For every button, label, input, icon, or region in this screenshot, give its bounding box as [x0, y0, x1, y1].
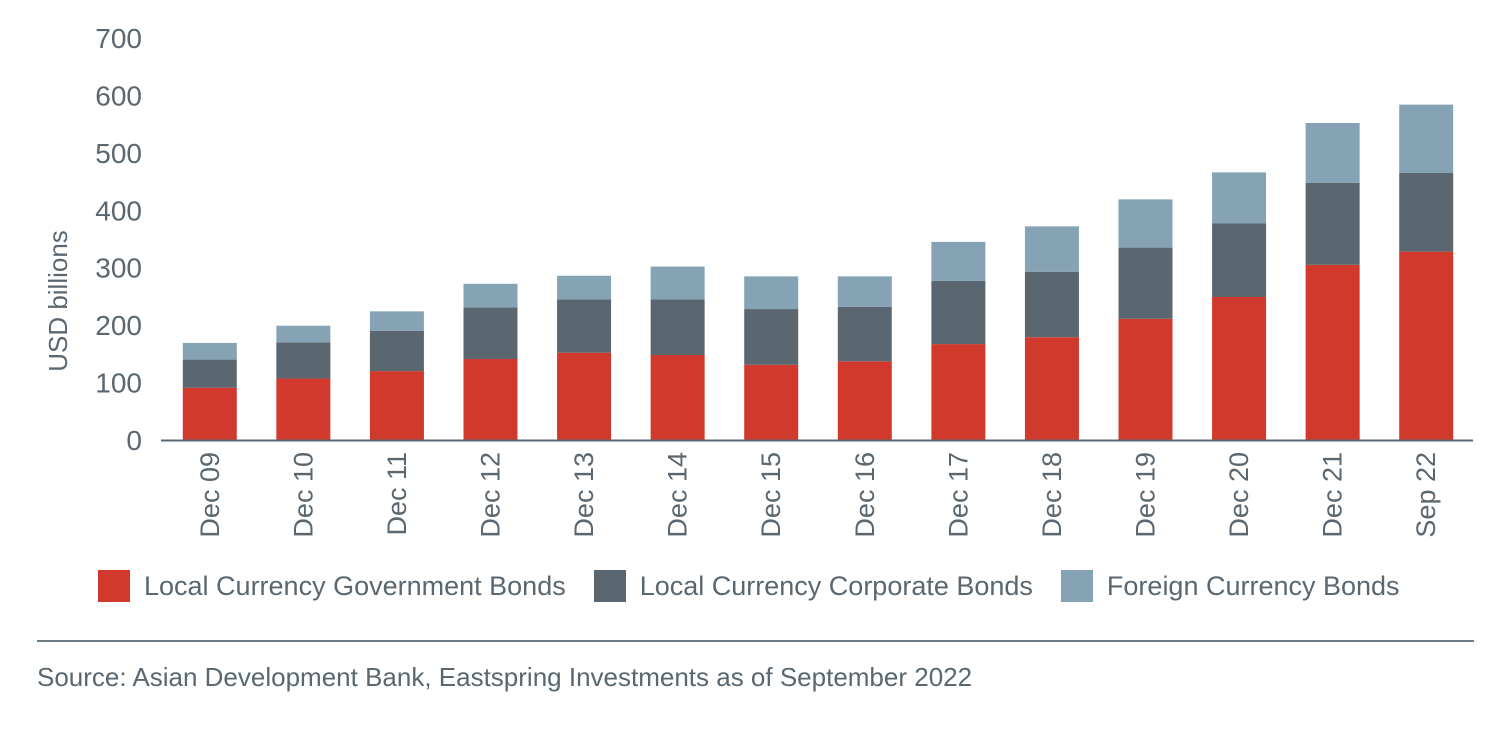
y-tick-label: 500	[95, 138, 142, 169]
legend-item-corp: Local Currency Corporate Bonds	[593, 570, 1033, 602]
bar-segment-foreign	[463, 283, 518, 308]
x-tick-label: Dec 11	[382, 452, 412, 536]
bar-segment-corp	[463, 307, 518, 360]
bar-segment-corp	[369, 330, 424, 372]
y-axis-label: USD billions	[43, 230, 73, 372]
bar-segment-gov	[744, 364, 799, 440]
source-note: Source: Asian Development Bank, Eastspri…	[37, 662, 973, 692]
bar-segment-corp	[1024, 271, 1079, 338]
bar-segment-gov	[1024, 337, 1079, 440]
legend-item-gov: Local Currency Government Bonds	[98, 570, 566, 602]
bar-segment-corp	[276, 342, 331, 379]
bar-segment-foreign	[1212, 172, 1267, 224]
legend-item-foreign: Foreign Currency Bonds	[1060, 570, 1400, 602]
bar-segment-foreign	[650, 266, 705, 300]
x-tick-label: Dec 20	[1224, 452, 1254, 538]
legend-swatch-foreign	[1060, 570, 1093, 602]
x-tick-label: Dec 10	[288, 452, 318, 538]
bar-segment-foreign	[1118, 199, 1173, 248]
bar-segment-gov	[369, 371, 424, 440]
bar-segment-gov	[463, 359, 518, 440]
bar-segment-foreign	[1305, 122, 1360, 183]
bar-segment-corp	[182, 359, 237, 388]
x-tick-label: Dec 09	[195, 452, 225, 538]
bar-segment-corp	[1305, 182, 1360, 265]
divider-line	[37, 640, 1474, 642]
x-tick-label: Dec 17	[943, 452, 973, 538]
y-tick-label: 0	[126, 425, 142, 456]
bar-segment-gov	[182, 387, 237, 440]
bar-segment-corp	[1118, 247, 1173, 319]
bar-segment-foreign	[1399, 104, 1454, 173]
bar-segment-corp	[744, 309, 799, 365]
y-tick-label: 400	[95, 195, 142, 226]
bar-segment-corp	[931, 280, 986, 345]
y-tick-label: 100	[95, 368, 142, 399]
bar-segment-foreign	[1024, 226, 1079, 272]
bar-segment-corp	[650, 299, 705, 356]
x-tick-label: Dec 13	[569, 452, 599, 538]
bar-segment-foreign	[557, 275, 612, 300]
y-tick-label: 200	[95, 310, 142, 341]
bar-segment-gov	[650, 355, 705, 440]
bar-segment-gov	[1399, 251, 1454, 440]
bar-segment-gov	[276, 378, 331, 440]
bar-segment-gov	[557, 352, 612, 440]
bar-segment-foreign	[182, 342, 237, 360]
bar-segment-gov	[1305, 264, 1360, 440]
bar-segment-gov	[1118, 318, 1173, 440]
bar-segment-corp	[1212, 223, 1267, 297]
bar-segment-foreign	[369, 311, 424, 331]
bar-segment-foreign	[837, 276, 892, 307]
x-tick-label: Sep 22	[1411, 452, 1441, 538]
y-tick-label: 600	[95, 80, 142, 111]
bar-segment-foreign	[931, 241, 986, 281]
bar-segment-corp	[837, 306, 892, 362]
bar-segment-corp	[1399, 172, 1454, 252]
bar-segment-gov	[837, 361, 892, 440]
bar-segment-corp	[557, 299, 612, 353]
x-tick-label: Dec 15	[756, 452, 786, 538]
chart-legend: Local Currency Government Bonds Local Cu…	[98, 570, 1428, 602]
y-tick-label: 300	[95, 253, 142, 284]
bar-segment-gov	[931, 344, 986, 440]
bar-segment-foreign	[276, 325, 331, 343]
x-tick-label: Dec 18	[1037, 452, 1067, 538]
y-tick-label: 700	[95, 23, 142, 54]
bar-segment-foreign	[744, 276, 799, 310]
stacked-bar-chart: USD billions 0 100 200 300 400 500 600 700 Dec …	[43, 23, 1473, 538]
x-tick-label: Dec 14	[663, 452, 693, 538]
x-tick-label: Dec 12	[476, 452, 506, 538]
legend-label-gov: Local Currency Government Bonds	[144, 570, 566, 601]
legend-label-corp: Local Currency Corporate Bonds	[639, 570, 1033, 601]
x-tick-label: Dec 19	[1131, 452, 1161, 538]
legend-label-foreign: Foreign Currency Bonds	[1106, 570, 1400, 601]
legend-swatch-gov	[98, 570, 130, 602]
legend-swatch-corp	[593, 570, 626, 602]
x-tick-label: Dec 21	[1318, 452, 1348, 538]
bar-segment-gov	[1212, 297, 1267, 440]
x-tick-label: Dec 16	[850, 452, 880, 538]
